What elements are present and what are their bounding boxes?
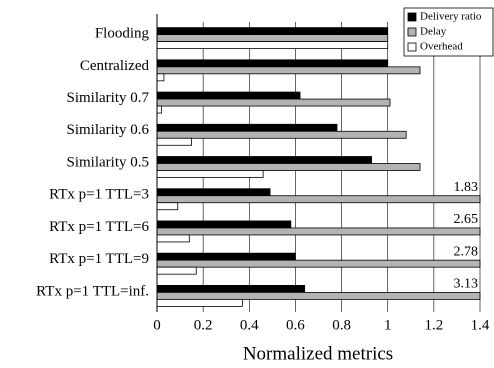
bar: [156, 227, 481, 236]
bar: [156, 73, 165, 82]
bar: [156, 163, 421, 171]
y-tick-label: Centralized: [80, 58, 150, 74]
legend-swatch: [407, 12, 417, 22]
bar: [156, 284, 306, 293]
legend-label: Overhead: [420, 41, 463, 53]
y-tick-label: RTx p=1 TTL=9: [49, 251, 149, 267]
y-tick-label: Similarity 0.5: [67, 154, 150, 170]
bar: [156, 59, 389, 68]
bar: [156, 123, 338, 132]
x-tick-label: 1: [384, 317, 392, 333]
bar: [156, 170, 264, 178]
y-tick-label: Similarity 0.7: [67, 90, 150, 106]
bar: [156, 156, 372, 164]
bar: [156, 137, 193, 146]
bar: [156, 195, 481, 204]
bar: [156, 202, 179, 211]
y-tick-label: RTx p=1 TTL=6: [49, 219, 149, 235]
y-tick-label: RTx p=1 TTL=inf.: [36, 283, 149, 299]
bar: [156, 27, 389, 36]
y-tick-label: Flooding: [95, 26, 150, 42]
x-tick-label: 0.4: [240, 317, 259, 333]
bar: [156, 34, 389, 43]
bar: [156, 298, 243, 307]
value-label: 1.83: [454, 180, 479, 195]
bar: [156, 66, 421, 75]
legend-box: [403, 7, 494, 57]
x-tick-label: 0: [153, 317, 161, 333]
legend-label: Delivery ratio: [420, 11, 482, 23]
x-tick-label: 0.2: [194, 317, 213, 333]
bar: [156, 105, 163, 114]
bar: [156, 252, 296, 261]
bar: [156, 188, 271, 197]
bar: [156, 220, 292, 229]
bar: [156, 234, 190, 243]
legend-label: Delay: [420, 26, 447, 38]
bar: [156, 266, 197, 275]
legend-swatch: [407, 42, 417, 52]
value-label: 3.13: [454, 277, 479, 292]
x-tick-label: 1.2: [424, 317, 443, 333]
bar: [156, 130, 407, 139]
y-tick-label: RTx p=1 TTL=3: [49, 187, 149, 203]
bar: [156, 41, 389, 50]
x-tick-label: 0.6: [286, 317, 305, 333]
bar: [156, 91, 301, 100]
value-label: 2.65: [454, 212, 479, 227]
x-tick-label: 0.8: [332, 317, 351, 333]
legend-swatch: [407, 27, 417, 37]
value-label: 2.78: [454, 244, 479, 259]
x-tick-label: 1.4: [471, 317, 490, 333]
bar: [156, 259, 481, 268]
x-axis-label: Normalized metrics: [243, 343, 393, 364]
y-tick-label: Similarity 0.6: [67, 122, 150, 138]
bar: [156, 291, 481, 300]
bar: [156, 98, 391, 107]
